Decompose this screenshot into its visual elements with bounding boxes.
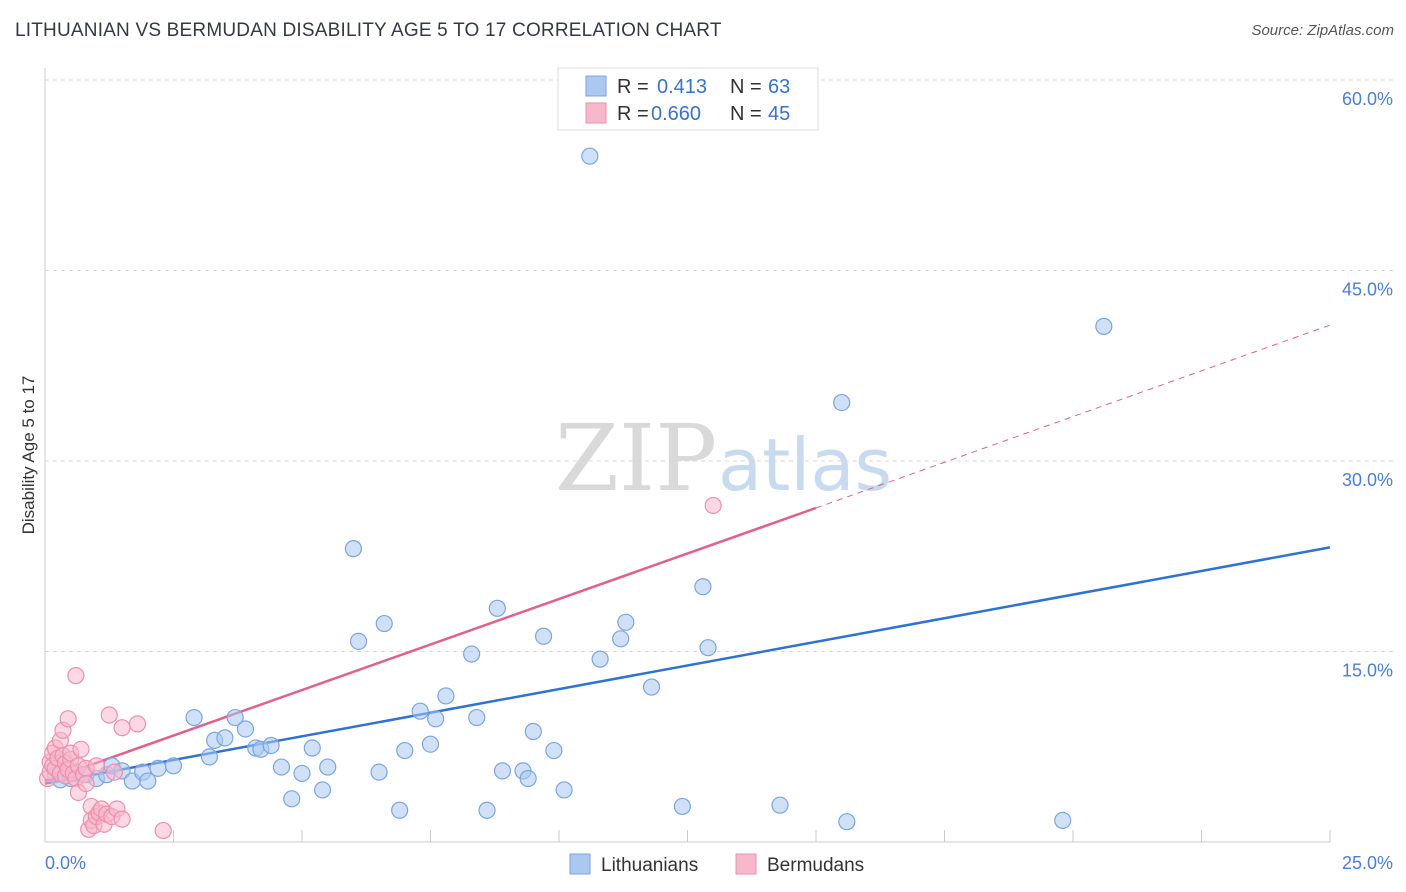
trend-line-lithuanians — [44, 546, 1331, 785]
point-lithuanians — [185, 708, 203, 727]
point-lithuanians — [617, 613, 635, 631]
point-lithuanians — [262, 736, 280, 755]
point-lithuanians — [524, 722, 542, 741]
point-bermudans — [67, 667, 85, 685]
point-lithuanians — [838, 813, 856, 831]
point-bermudans — [105, 763, 123, 781]
point-lithuanians — [396, 741, 414, 760]
y-axis-label: Disability Age 5 to 17 — [19, 376, 38, 535]
point-bermudans — [72, 740, 90, 758]
source-label: Source: ZipAtlas.com — [1251, 22, 1394, 39]
point-lithuanians — [1095, 317, 1113, 335]
point-lithuanians — [303, 739, 321, 757]
point-lithuanians — [283, 790, 301, 808]
grid — [45, 79, 1395, 652]
point-bermudans — [154, 821, 172, 840]
legend-r-value-2: 0.660 — [651, 103, 701, 125]
point-lithuanians — [375, 614, 393, 633]
legend-swatch-bermudans — [585, 102, 607, 124]
legend-n-label-1: N = — [730, 76, 762, 98]
bottom-legend-lithuanians: Lithuanians — [601, 855, 698, 876]
point-lithuanians — [319, 758, 337, 776]
point-lithuanians — [370, 763, 388, 781]
point-bermudans — [128, 715, 147, 733]
point-lithuanians — [272, 758, 291, 776]
point-lithuanians — [673, 797, 691, 816]
watermark: ZIP atlas — [555, 405, 892, 512]
x-tick-label-max: 25.0% — [1342, 853, 1393, 873]
point-lithuanians — [519, 769, 537, 788]
trend-line-bermudans — [44, 506, 817, 783]
legend-swatch-lithuanians — [585, 75, 607, 97]
point-bermudans — [77, 774, 95, 793]
point-lithuanians — [344, 540, 362, 558]
point-lithuanians — [555, 781, 573, 799]
legend-n-value-1: 63 — [768, 76, 790, 98]
bottom-legend-swatch-lithuanians — [569, 853, 591, 875]
legend-n-label-2: N = — [730, 103, 762, 125]
y-tick-label: 60.0% — [1342, 89, 1393, 109]
point-lithuanians — [226, 708, 244, 727]
point-lithuanians — [236, 720, 255, 738]
bottom-legend-swatch-bermudans — [735, 853, 757, 875]
point-lithuanians — [468, 708, 486, 727]
point-lithuanians — [694, 578, 712, 596]
y-tick-label: 15.0% — [1342, 661, 1393, 681]
point-lithuanians — [642, 678, 661, 696]
point-lithuanians — [771, 796, 789, 814]
point-lithuanians — [534, 627, 553, 645]
x-tick-label-min: 0.0% — [45, 853, 86, 873]
legend-r-label-2: R = — [617, 103, 649, 125]
point-lithuanians — [313, 781, 332, 799]
point-lithuanians — [293, 764, 311, 783]
point-lithuanians — [164, 757, 183, 775]
y-tick-label: 30.0% — [1342, 470, 1393, 490]
point-lithuanians — [349, 632, 368, 650]
watermark-atlas: atlas — [718, 423, 892, 507]
point-lithuanians — [216, 729, 234, 747]
point-bermudans — [704, 496, 722, 515]
point-lithuanians — [411, 702, 429, 720]
bottom-legend-bermudans: Bermudans — [767, 855, 864, 876]
point-lithuanians — [545, 741, 563, 760]
point-lithuanians — [493, 762, 512, 780]
point-lithuanians — [427, 710, 445, 728]
point-lithuanians — [488, 599, 506, 617]
point-lithuanians — [478, 801, 496, 819]
point-bermudans — [87, 757, 106, 775]
chart-title: LITHUANIAN VS BERMUDAN DISABILITY AGE 5 … — [15, 20, 722, 41]
point-lithuanians — [612, 630, 630, 648]
legend: R = 0.413 N = 63 R = 0.660 N = 45 — [557, 67, 819, 131]
point-lithuanians — [1054, 811, 1072, 830]
legend-r-value-1: 0.413 — [657, 76, 707, 98]
axes: 15.0% 30.0% 45.0% 60.0% — [44, 68, 1393, 843]
y-tick-label: 45.0% — [1342, 280, 1393, 300]
point-lithuanians — [581, 147, 599, 165]
point-lithuanians — [200, 748, 219, 766]
legend-n-value-2: 45 — [768, 103, 790, 125]
point-lithuanians — [591, 650, 609, 668]
point-lithuanians — [463, 645, 481, 663]
point-lithuanians — [699, 639, 717, 657]
data-points — [38, 147, 1113, 840]
point-lithuanians — [391, 801, 409, 819]
trend-line-bermudans-extension — [815, 324, 1331, 509]
watermark-zip: ZIP — [555, 405, 717, 512]
point-bermudans — [100, 706, 118, 724]
point-lithuanians — [139, 772, 157, 790]
bottom-legend: Lithuanians Bermudans — [569, 853, 864, 876]
point-lithuanians — [421, 735, 440, 753]
point-bermudans — [113, 810, 131, 828]
point-lithuanians — [149, 759, 167, 777]
point-bermudans — [113, 719, 131, 737]
point-bermudans — [59, 710, 77, 728]
legend-r-label-1: R = — [617, 76, 649, 98]
point-lithuanians — [437, 687, 455, 705]
point-lithuanians — [833, 393, 851, 412]
